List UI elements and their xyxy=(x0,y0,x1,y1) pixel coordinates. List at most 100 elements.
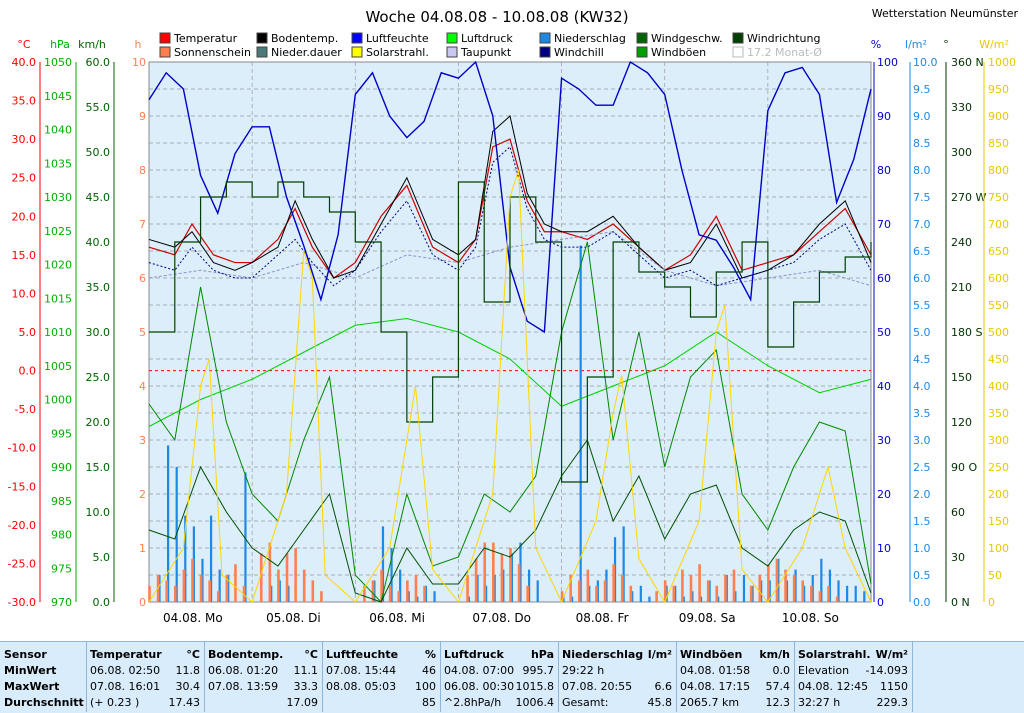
stats-cell-left: 04.08. 12:45 xyxy=(798,680,869,693)
axis-tick-label: 240 xyxy=(951,236,972,249)
axis-tick-label: 0 N xyxy=(951,596,970,609)
weather-chart: Woche 04.08.08 - 10.08.08 (KW32) Wetters… xyxy=(7,7,1019,625)
axis-tick-label: 30 xyxy=(951,551,965,564)
sunshine-bar xyxy=(225,575,229,602)
rain-bar xyxy=(760,580,763,602)
sunshine-bar xyxy=(173,585,177,602)
axis-tick-label: 60 xyxy=(877,272,891,285)
axis-tick-label: -15.0 xyxy=(8,480,36,493)
rain-bar xyxy=(725,575,728,602)
axis-tick-label: 50 xyxy=(988,569,1002,582)
rain-bar xyxy=(278,580,281,602)
legend-label: Windchill xyxy=(554,46,604,59)
sunshine-bar xyxy=(182,569,186,602)
sunshine-bar xyxy=(208,580,211,602)
stats-cell-left: Gesamt: xyxy=(562,696,609,709)
axis-tick-label: -20.0 xyxy=(8,519,36,532)
station-name: Wetterstation Neumünster xyxy=(872,7,1019,20)
rain-bar xyxy=(201,558,204,602)
axis-tick-label: 30 xyxy=(877,434,891,447)
legend-label: Windböen xyxy=(651,46,706,59)
axis-tick-label: -30.0 xyxy=(8,596,36,609)
sunshine-bar xyxy=(165,580,168,602)
stats-press: Luftdruck hPa 04.08. 07:00 995.7 06.08. 00:3… xyxy=(440,641,559,712)
sunshine-bar xyxy=(199,575,203,602)
legend-swatch xyxy=(351,46,363,58)
rain-bar xyxy=(639,585,642,602)
axis-tick-label: -10.0 xyxy=(8,442,36,455)
stats-cell-right: 30.4 xyxy=(175,680,201,693)
stats-solar: Solarstrahl. W/m² Elevation -14.093 04.08. 1… xyxy=(794,641,913,712)
stats-cell-left: 06.08. 00:30 xyxy=(444,680,515,693)
rain-bar xyxy=(699,596,703,602)
axis-tick-label: 700 xyxy=(988,218,1009,231)
stats-rain: Niederschlag l/m² 29:22 h 07.08. 20:55 6.6 Ge… xyxy=(558,641,677,712)
axis-tick-label: 550 xyxy=(988,299,1009,312)
sunshine-bar xyxy=(749,585,753,602)
axis-tick-label: 45.0 xyxy=(86,191,111,204)
axis-tick-label: 5.0 xyxy=(913,326,931,339)
axis-tick-label: 30.0 xyxy=(86,326,111,339)
stats-cell-left: 08.08. 05:03 xyxy=(326,680,397,693)
axis-tick-label: 1050 xyxy=(44,56,72,69)
axis-tick-label: 10.0 xyxy=(86,506,111,519)
axis-tick-label: 995 xyxy=(51,427,72,440)
legend-label: Temperatur xyxy=(173,32,238,45)
rain-bar xyxy=(287,585,290,602)
legend-label: Taupunkt xyxy=(460,46,512,59)
stats-row: 06.08. 01:20 11.1 xyxy=(208,663,318,679)
legend-swatch xyxy=(636,32,648,44)
sunshine-bar xyxy=(655,591,658,602)
rain-bar xyxy=(399,569,402,602)
stats-row: Windböen km/h xyxy=(680,647,790,663)
sunshine-bar xyxy=(216,591,220,602)
stats-cell-right: 12.3 xyxy=(765,696,791,709)
axis-tick-label: 330 xyxy=(951,101,972,114)
axis-tick-label: 30.0 xyxy=(12,133,37,146)
rain-bar xyxy=(674,585,677,602)
stats-cell-right: 45.8 xyxy=(647,696,673,709)
rain-bar xyxy=(691,591,694,602)
stats-cell-left: 32:27 h xyxy=(798,696,841,709)
stats-cell-right: 17.09 xyxy=(286,696,319,709)
series-line xyxy=(148,317,872,427)
sunshine-bar xyxy=(689,575,693,602)
stats-row: 07.08. 20:55 6.6 xyxy=(562,679,672,695)
axis-tick-label: 9.0 xyxy=(913,110,931,123)
rain-bar xyxy=(519,542,522,602)
rain-bar xyxy=(510,553,513,602)
sunshine-bar xyxy=(517,564,521,602)
rain-bar xyxy=(502,569,505,602)
axis-tick-label: 55.0 xyxy=(86,101,111,114)
legend-swatch xyxy=(636,46,648,58)
rain-bar xyxy=(751,585,754,602)
axis-tick-label: 9.5 xyxy=(913,83,931,96)
x-tick-label: 05.08. Di xyxy=(266,611,321,625)
stats-row: 32:27 h 229.3 xyxy=(798,695,908,711)
axis-tick-label: 35.0 xyxy=(12,95,37,108)
stats-cell-left: 06.08. 02:50 xyxy=(90,664,161,677)
axis-tick-label: 1020 xyxy=(44,259,72,272)
series-line xyxy=(148,241,872,604)
sunshine-bar xyxy=(242,585,246,602)
stats-cell-left: Bodentemp. xyxy=(208,648,284,661)
stats-cell-right: 1150 xyxy=(880,680,908,693)
min-row-label: MinWert xyxy=(4,664,57,677)
stats-soil: Bodentemp. °C 06.08. 01:20 11.1 07.08. 13:59… xyxy=(204,641,323,712)
axis-tick-label: 2.5 xyxy=(913,461,931,474)
line-series xyxy=(148,60,872,604)
x-tick-label: 09.08. Sa xyxy=(679,611,736,625)
sunshine-bar xyxy=(612,564,615,602)
sunshine-bar xyxy=(577,580,581,602)
legend-label: Windgeschw. xyxy=(651,32,723,45)
stats-row: 04.08. 01:58 0.0 xyxy=(680,663,790,679)
stats-cell-left: Niederschlag xyxy=(562,648,644,661)
rain-bar xyxy=(579,245,582,602)
sunshine-bar xyxy=(767,564,770,602)
legend-swatch xyxy=(732,46,744,58)
stats-cell-left: Luftdruck xyxy=(444,648,504,661)
rain-bar xyxy=(433,591,436,602)
rain-bar xyxy=(717,596,720,602)
axis-tick-label: 10 xyxy=(877,542,891,555)
axis-tick-label: 180 S xyxy=(951,326,982,339)
